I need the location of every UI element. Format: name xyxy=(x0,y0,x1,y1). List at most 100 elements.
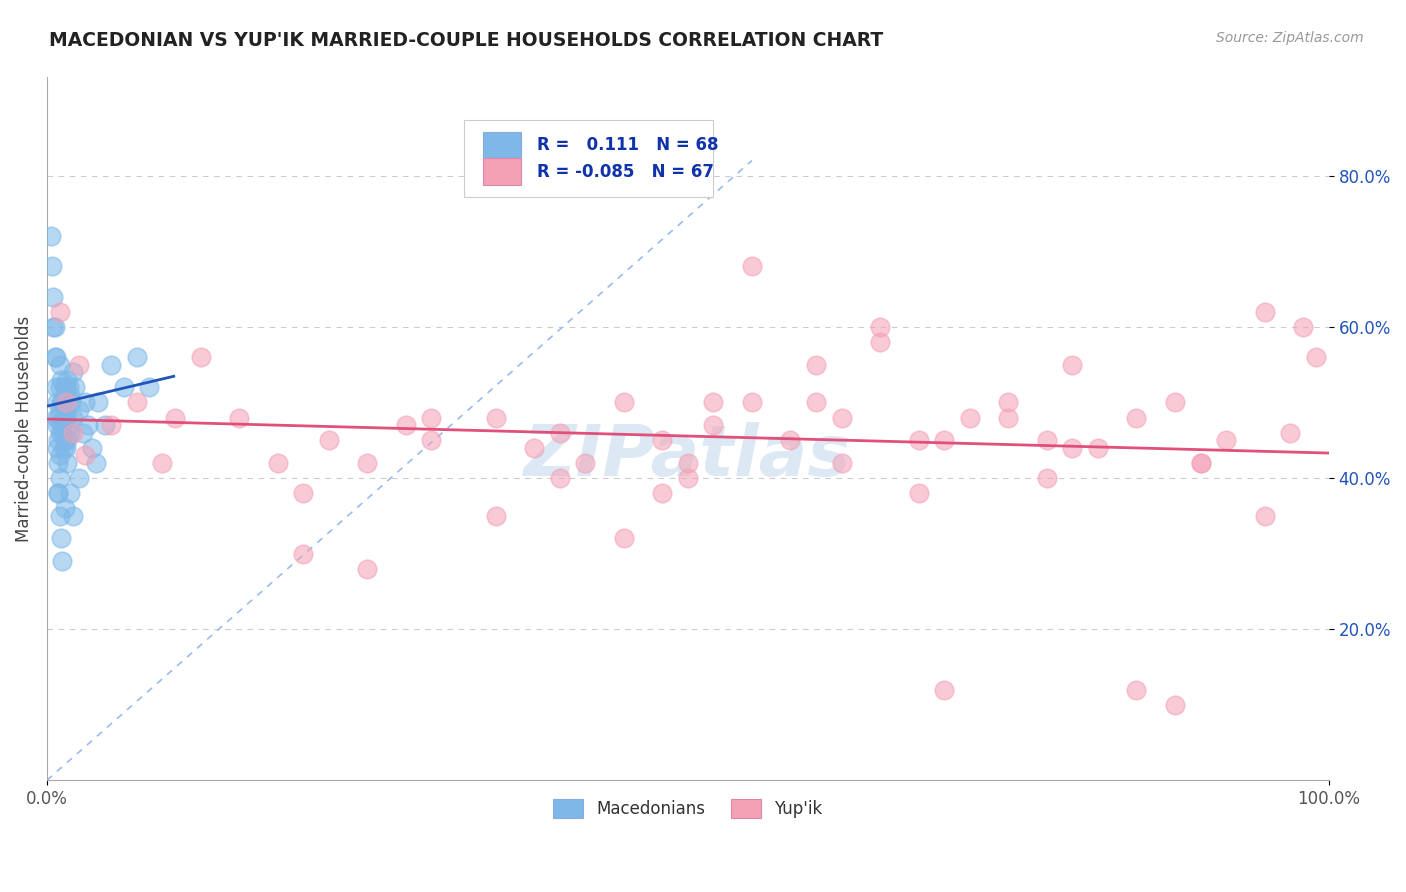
Point xyxy=(741,395,763,409)
Point xyxy=(356,456,378,470)
Point xyxy=(651,486,673,500)
Point xyxy=(49,418,72,433)
Point xyxy=(60,395,83,409)
Point xyxy=(80,441,103,455)
Point xyxy=(55,441,77,455)
Point xyxy=(959,410,981,425)
Point xyxy=(44,319,66,334)
Point xyxy=(100,418,122,433)
Point xyxy=(997,395,1019,409)
Point xyxy=(1305,350,1327,364)
Point xyxy=(62,365,84,379)
Point xyxy=(292,547,315,561)
Point xyxy=(48,486,70,500)
Point xyxy=(831,410,853,425)
Point xyxy=(548,471,571,485)
Point xyxy=(51,425,73,440)
Point xyxy=(62,508,84,523)
Point xyxy=(49,532,72,546)
Point xyxy=(1164,395,1187,409)
Point xyxy=(318,434,340,448)
Point xyxy=(1215,434,1237,448)
Point xyxy=(1164,698,1187,712)
Point xyxy=(42,319,65,334)
Point xyxy=(48,380,70,394)
Point xyxy=(55,380,77,394)
Point xyxy=(484,410,506,425)
Point xyxy=(48,358,70,372)
Point xyxy=(48,425,70,440)
Text: ZIPatlas: ZIPatlas xyxy=(524,423,852,491)
Point xyxy=(52,410,75,425)
Point xyxy=(356,562,378,576)
Point xyxy=(42,290,65,304)
Point xyxy=(67,471,90,485)
Point xyxy=(67,403,90,417)
Point xyxy=(48,471,70,485)
Point xyxy=(741,260,763,274)
Point xyxy=(676,471,699,485)
Point xyxy=(112,380,135,394)
Point xyxy=(869,319,891,334)
Point xyxy=(39,229,62,244)
Point xyxy=(190,350,212,364)
Point xyxy=(804,358,827,372)
Point xyxy=(53,501,76,516)
Point xyxy=(1292,319,1315,334)
Point xyxy=(702,395,724,409)
Point xyxy=(48,456,70,470)
Point xyxy=(100,358,122,372)
Point xyxy=(907,434,929,448)
Point xyxy=(804,395,827,409)
Point xyxy=(1035,471,1057,485)
Point xyxy=(574,456,596,470)
Point xyxy=(831,456,853,470)
Point xyxy=(48,486,70,500)
Point xyxy=(907,486,929,500)
Point xyxy=(45,380,67,394)
Point xyxy=(49,373,72,387)
Point xyxy=(138,380,160,394)
Point xyxy=(48,434,70,448)
Point xyxy=(1253,304,1275,318)
Point xyxy=(779,434,801,448)
Point xyxy=(56,456,79,470)
Point xyxy=(58,380,80,394)
Point xyxy=(523,441,546,455)
Point xyxy=(41,260,63,274)
Point xyxy=(56,373,79,387)
FancyBboxPatch shape xyxy=(482,131,522,158)
Point xyxy=(165,410,187,425)
Point xyxy=(869,334,891,349)
Text: MACEDONIAN VS YUP'IK MARRIED-COUPLE HOUSEHOLDS CORRELATION CHART: MACEDONIAN VS YUP'IK MARRIED-COUPLE HOUS… xyxy=(49,31,883,50)
Point xyxy=(45,350,67,364)
Text: R =   0.111   N = 68: R = 0.111 N = 68 xyxy=(537,136,718,154)
Point xyxy=(62,425,84,440)
Text: R = -0.085   N = 67: R = -0.085 N = 67 xyxy=(537,162,714,180)
Point xyxy=(48,304,70,318)
Point xyxy=(292,486,315,500)
Point xyxy=(1035,434,1057,448)
Point xyxy=(484,508,506,523)
Point xyxy=(67,358,90,372)
Point xyxy=(1125,682,1147,697)
Point xyxy=(1062,358,1084,372)
Point xyxy=(59,425,82,440)
Point xyxy=(77,418,100,433)
Point xyxy=(1125,410,1147,425)
Point xyxy=(150,456,173,470)
Point xyxy=(44,350,66,364)
Point xyxy=(87,395,110,409)
Point xyxy=(395,418,418,433)
Point xyxy=(53,434,76,448)
FancyBboxPatch shape xyxy=(464,120,713,197)
Point xyxy=(46,395,69,409)
Point xyxy=(1189,456,1212,470)
Point xyxy=(46,418,69,433)
Point xyxy=(48,508,70,523)
Point xyxy=(934,682,956,697)
Point xyxy=(51,395,73,409)
Point xyxy=(676,456,699,470)
Point xyxy=(49,395,72,409)
Point xyxy=(55,410,77,425)
